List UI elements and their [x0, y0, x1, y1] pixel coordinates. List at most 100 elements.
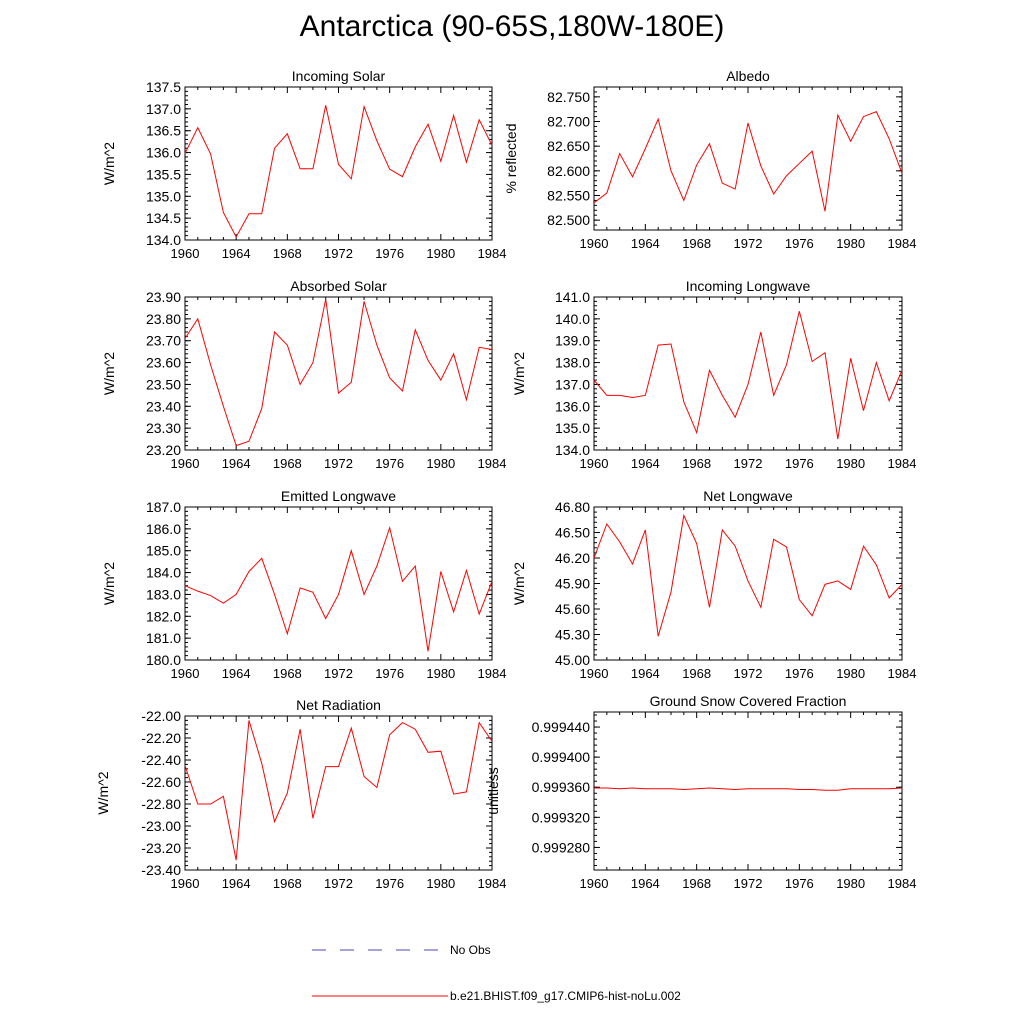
y-tick-label: 82.600: [547, 163, 590, 179]
x-tick-label: 1968: [682, 236, 711, 251]
x-tick-label: 1972: [734, 876, 763, 891]
x-tick-label: 1984: [478, 456, 507, 471]
x-tick-label: 1972: [734, 666, 763, 681]
y-tick-label: 82.700: [547, 114, 590, 130]
y-axis-label: unitless: [485, 767, 501, 814]
x-tick-label: 1968: [682, 876, 711, 891]
obs-legend-line: [312, 949, 448, 951]
x-tick-label: 1984: [478, 246, 507, 261]
x-tick-label: 1980: [836, 666, 865, 681]
series-line: [593, 513, 903, 637]
panel-title: Net Longwave: [703, 488, 793, 504]
x-tick-label: 1960: [580, 666, 609, 681]
y-tick-label: 46.80: [555, 499, 590, 515]
y-tick-label: 82.750: [547, 89, 590, 105]
panel-title: Ground Snow Covered Fraction: [650, 693, 847, 709]
y-tick-label: 136.0: [555, 398, 590, 414]
x-tick-label: 1972: [324, 456, 353, 471]
x-tick-label: 1964: [631, 456, 660, 471]
y-tick-label: -22.60: [141, 774, 181, 790]
x-tick-label: 1964: [222, 246, 251, 261]
y-tick-label: 182.0: [146, 608, 181, 624]
x-tick-label: 1984: [888, 456, 917, 471]
x-tick-label: 1976: [375, 876, 404, 891]
x-tick-label: 1964: [631, 666, 660, 681]
y-tick-label: -23.40: [141, 862, 181, 878]
x-tick-label: 1964: [631, 236, 660, 251]
y-tick-label: 23.50: [146, 376, 181, 392]
x-tick-label: 1972: [734, 236, 763, 251]
x-tick-label: 1980: [836, 456, 865, 471]
panel-title: Albedo: [726, 68, 770, 84]
x-tick-label: 1984: [888, 876, 917, 891]
panel-frame: [184, 296, 493, 451]
x-tick-label: 1964: [222, 876, 251, 891]
y-axis-label: W/m^2: [101, 142, 117, 185]
series-line: [184, 299, 493, 447]
x-tick-label: 1984: [888, 236, 917, 251]
y-tick-label: 136.5: [146, 123, 181, 139]
y-tick-label: 0.999280: [532, 839, 591, 855]
panel-title: Absorbed Solar: [290, 278, 387, 294]
y-tick-label: 23.70: [146, 333, 181, 349]
y-tick-label: 183.0: [146, 586, 181, 602]
y-tick-label: -23.20: [141, 840, 181, 856]
x-tick-label: 1984: [888, 666, 917, 681]
y-tick-label: -22.80: [141, 796, 181, 812]
y-tick-label: 0.999440: [532, 719, 591, 735]
series-line: [594, 787, 903, 791]
x-tick-label: 1984: [478, 666, 507, 681]
y-tick-label: 141.0: [555, 289, 590, 305]
y-tick-label: 139.0: [555, 333, 590, 349]
x-tick-label: 1976: [785, 876, 814, 891]
x-tick-label: 1980: [426, 456, 455, 471]
x-tick-label: 1980: [426, 246, 455, 261]
y-tick-label: 140.0: [555, 311, 590, 327]
panel-title: Incoming Solar: [292, 68, 386, 84]
panel-frame: [184, 506, 493, 661]
x-tick-label: 1976: [785, 666, 814, 681]
y-tick-label: 134.0: [146, 232, 181, 248]
panel-frame: [184, 715, 493, 871]
x-tick-label: 1968: [682, 666, 711, 681]
x-tick-label: 1980: [836, 236, 865, 251]
panel-frame: [593, 296, 903, 451]
series-line: [593, 111, 903, 212]
x-tick-label: 1968: [273, 456, 302, 471]
y-tick-label: 180.0: [146, 652, 181, 668]
x-tick-label: 1968: [682, 456, 711, 471]
series-line: [184, 720, 493, 861]
y-axis-label: W/m^2: [95, 771, 111, 814]
y-tick-label: 0.999400: [532, 749, 591, 765]
y-tick-label: 46.20: [555, 550, 590, 566]
panel-title: Emitted Longwave: [281, 488, 396, 504]
panel-title: Incoming Longwave: [686, 278, 811, 294]
panel-frame: [593, 711, 903, 871]
y-tick-label: 187.0: [146, 499, 181, 515]
y-axis-label: % reflected: [503, 123, 519, 193]
y-tick-label: 184.0: [146, 565, 181, 581]
y-tick-label: -23.00: [141, 818, 181, 834]
y-tick-label: 0.999320: [532, 809, 591, 825]
y-tick-label: 23.90: [146, 289, 181, 305]
y-tick-label: 134.0: [555, 442, 590, 458]
y-tick-label: 23.60: [146, 355, 181, 371]
model-legend-line: [312, 995, 448, 997]
x-tick-label: 1972: [324, 246, 353, 261]
x-tick-label: 1960: [580, 236, 609, 251]
panel-frame: [593, 506, 903, 661]
y-tick-label: 0.999360: [532, 779, 591, 795]
y-tick-label: -22.40: [141, 752, 181, 768]
x-tick-label: 1976: [375, 246, 404, 261]
y-tick-label: 185.0: [146, 543, 181, 559]
y-tick-label: 82.550: [547, 187, 590, 203]
x-tick-label: 1960: [171, 666, 200, 681]
y-axis-label: W/m^2: [511, 352, 527, 395]
series-line: [184, 104, 493, 238]
x-tick-label: 1976: [785, 236, 814, 251]
main-title: Antarctica (90-65S,180W-180E): [299, 10, 725, 43]
y-tick-label: 45.30: [555, 627, 590, 643]
series-line: [593, 311, 903, 440]
y-tick-label: 23.40: [146, 398, 181, 414]
